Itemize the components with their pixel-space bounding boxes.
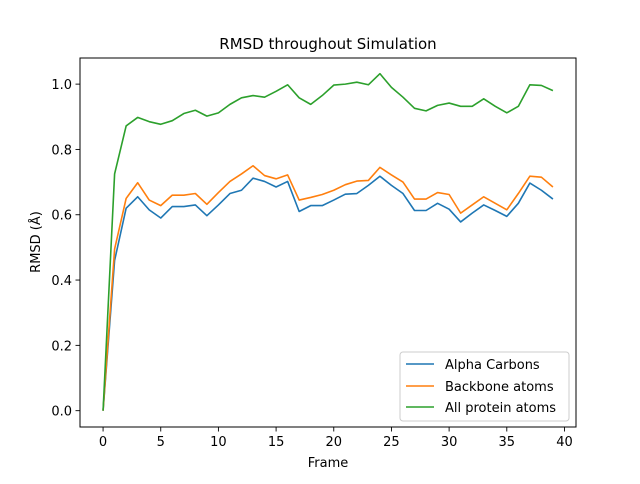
- x-tick-label: 5: [157, 435, 165, 450]
- plot-frame: [79, 57, 577, 428]
- legend-label-alpha-carbons: Alpha Carbons: [445, 358, 540, 373]
- y-tick-label: 0.6: [51, 209, 72, 224]
- y-tick-label: 1.0: [51, 78, 72, 93]
- y-tick-label: 0.8: [51, 143, 72, 158]
- series-line-backbone-atoms: [102, 164, 554, 411]
- x-tick-label: 35: [499, 435, 516, 450]
- x-tick-label: 30: [441, 435, 458, 450]
- y-tick-label: 0.0: [51, 405, 72, 420]
- y-axis-ticks: 0.0 0.2 0.4 0.6 0.8 1.0: [51, 78, 80, 420]
- series-line-alpha-carbons: [102, 175, 554, 411]
- chart-title: RMSD throughout Simulation: [219, 35, 436, 53]
- x-tick-label: 10: [210, 435, 227, 450]
- x-tick-label: 25: [383, 435, 400, 450]
- plot-layer: [102, 72, 554, 411]
- y-tick-label: 0.4: [51, 274, 72, 289]
- x-axis-ticks: 0 5 10 15 20 25 30 35 40: [99, 427, 573, 450]
- x-tick-label: 20: [325, 435, 342, 450]
- legend-box: [399, 351, 570, 422]
- x-axis-label: Frame: [308, 456, 349, 471]
- x-tick-label: 40: [556, 435, 573, 450]
- legend-label-backbone-atoms: Backbone atoms: [445, 380, 554, 395]
- legend-label-all-protein-atoms: All protein atoms: [445, 401, 556, 416]
- y-tick-label: 0.2: [51, 339, 72, 354]
- legend: Alpha Carbons Backbone atoms All protein…: [399, 351, 570, 422]
- y-axis-label: RMSD (Å): [28, 211, 44, 273]
- series-line-all-protein-atoms: [102, 72, 554, 411]
- x-tick-label: 15: [268, 435, 285, 450]
- x-tick-label: 0: [99, 435, 107, 450]
